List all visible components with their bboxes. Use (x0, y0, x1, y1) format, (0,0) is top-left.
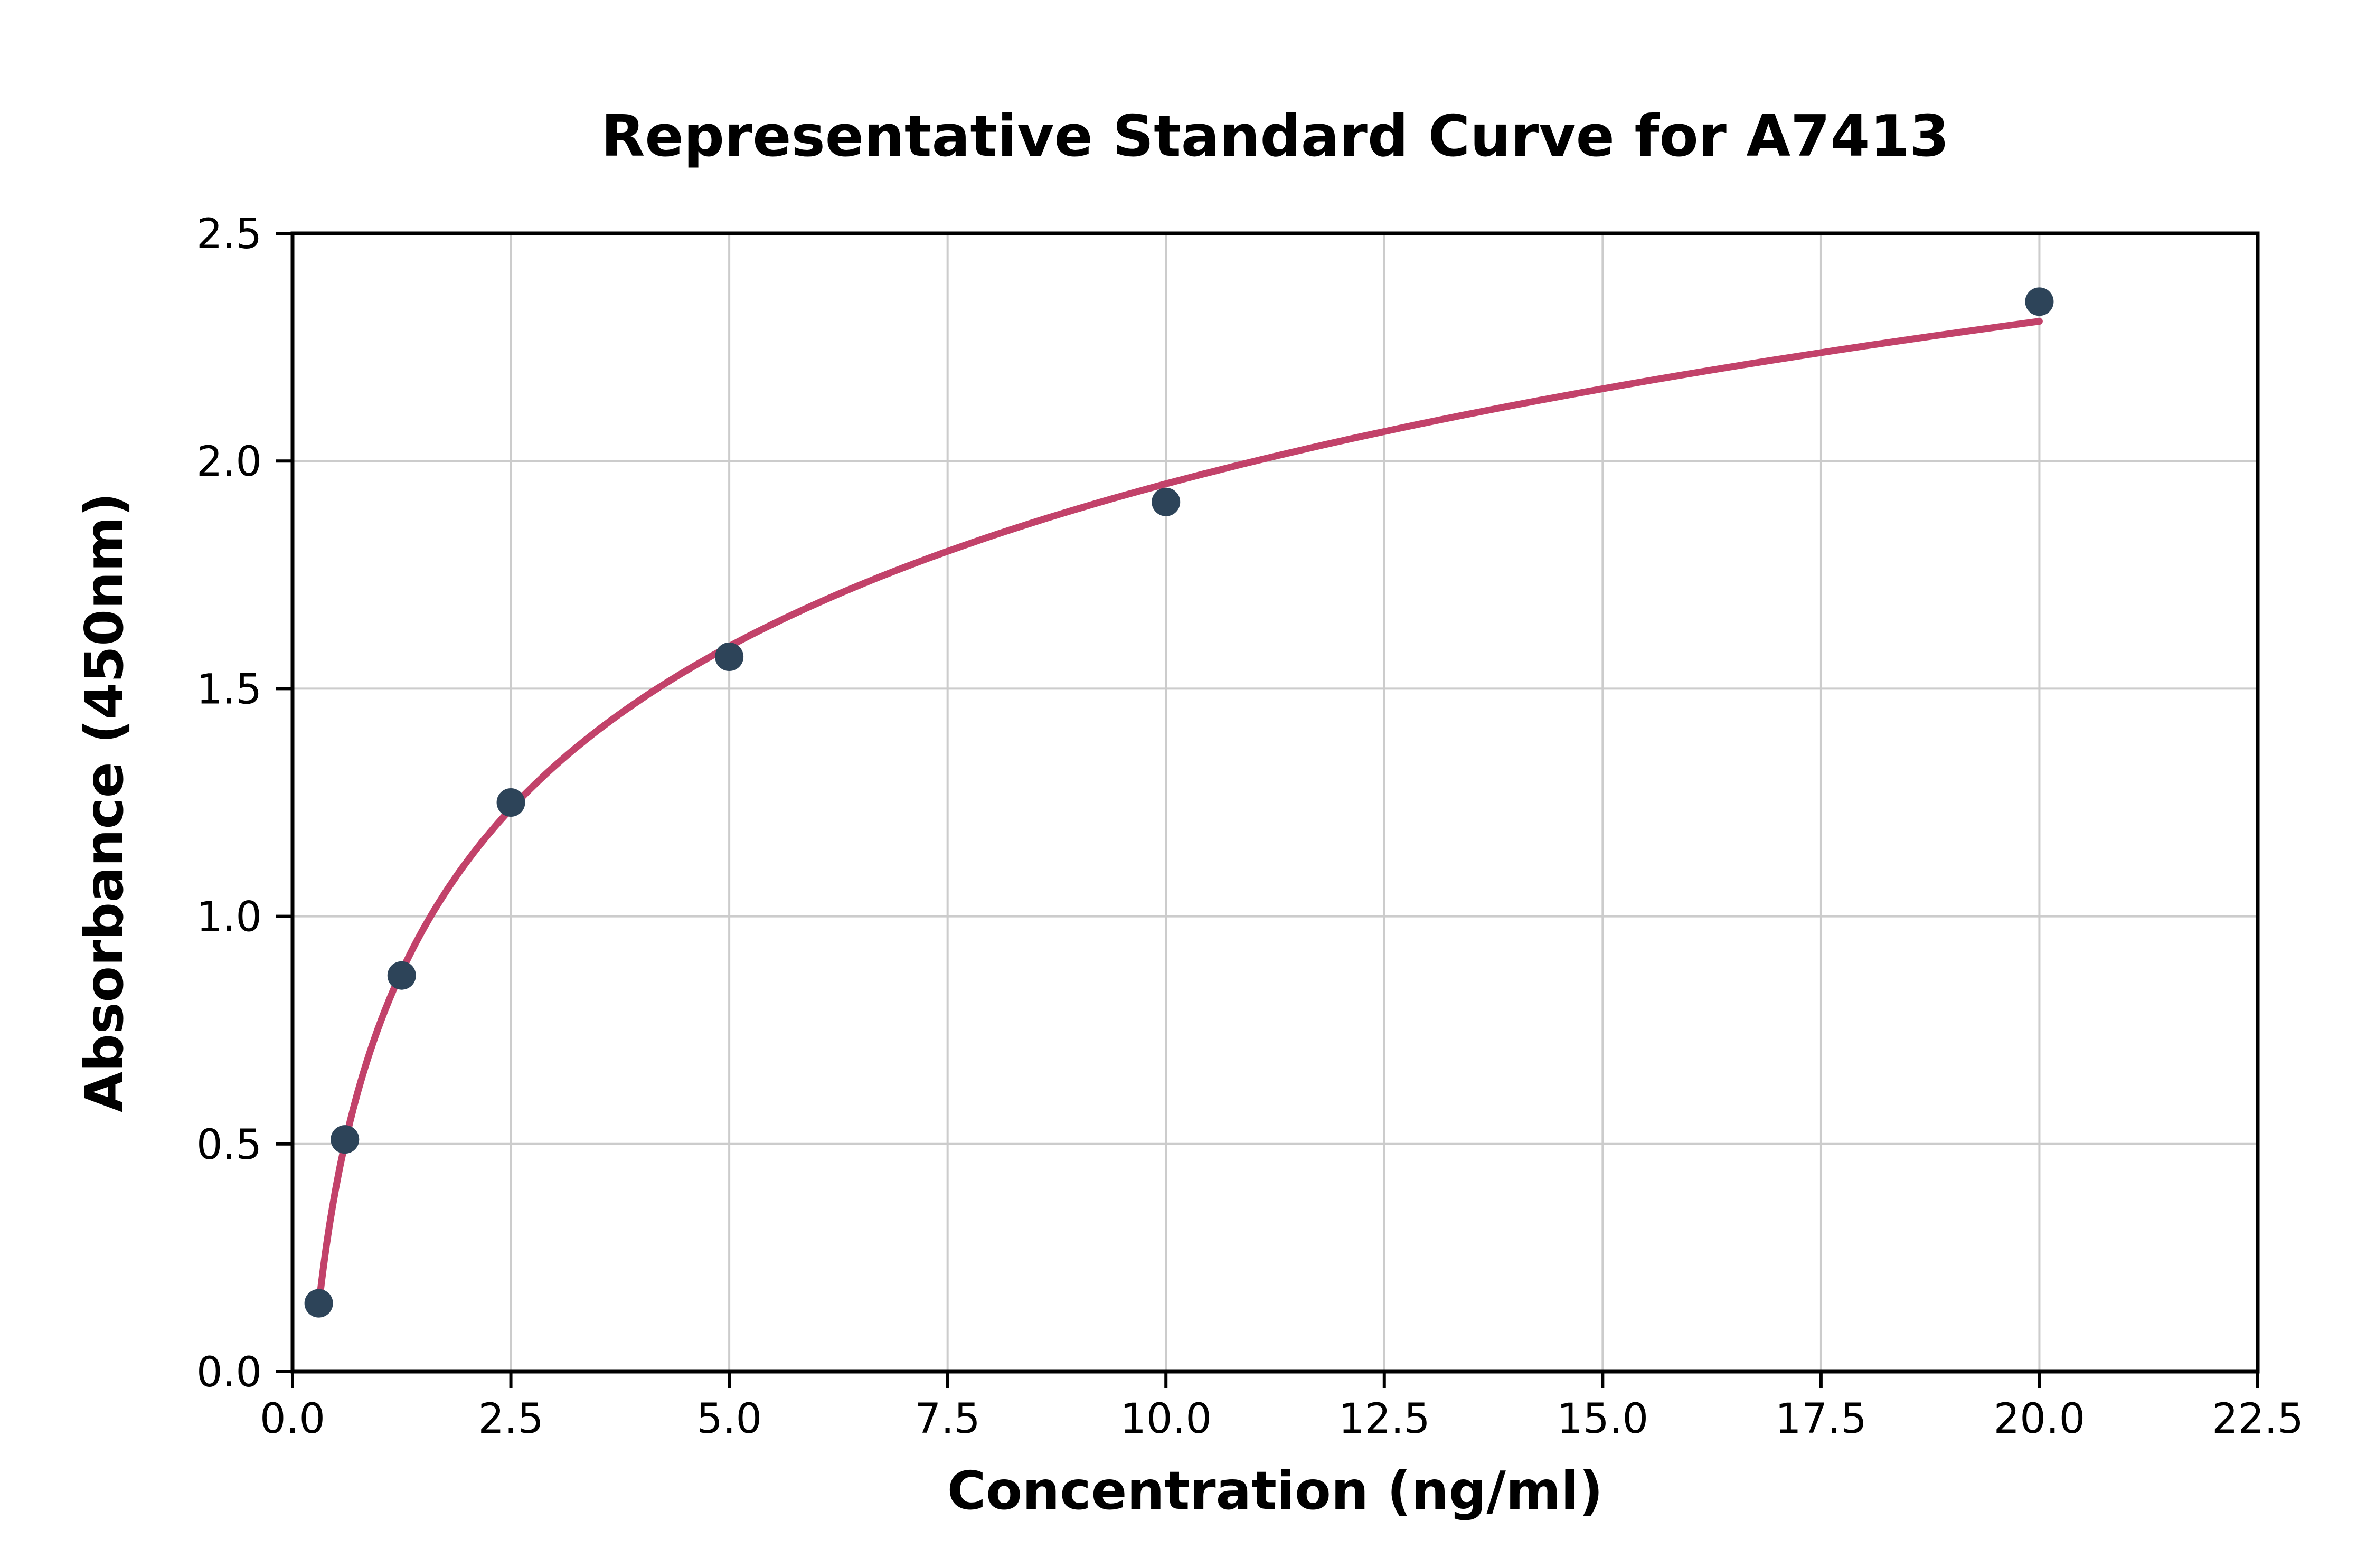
data-point (304, 1289, 333, 1318)
y-tick-label: 0.5 (196, 1121, 262, 1169)
data-point (1152, 487, 1181, 516)
plot-border (290, 231, 2260, 1374)
y-tick-label: 1.0 (196, 894, 262, 941)
data-point (2025, 287, 2054, 316)
y-tick-label: 1.5 (196, 666, 262, 713)
x-tick-label: 5.0 (696, 1395, 762, 1443)
fit-curve (315, 318, 2043, 1310)
chart-title: Representative Standard Curve for A7413 (601, 103, 1949, 169)
y-tick-label: 2.5 (196, 211, 262, 258)
data-points (304, 287, 2054, 1318)
x-tick-label: 15.0 (1557, 1395, 1648, 1443)
data-point (496, 788, 525, 817)
data-point (331, 1125, 360, 1154)
data-point (387, 961, 416, 990)
x-tick-label: 12.5 (1338, 1395, 1430, 1443)
plot-area: 0.0 2.5 5.0 7.5 10.0 12.5 15.0 17.5 20.0 22.5 0.0 0… (196, 211, 2304, 1443)
x-tick-label: 7.5 (915, 1395, 980, 1443)
y-axis-label: Absorbance (450nm) (73, 493, 135, 1112)
x-tick-label: 17.5 (1775, 1395, 1867, 1443)
x-tick-label: 20.0 (1994, 1395, 2086, 1443)
x-tick-label: 10.0 (1120, 1395, 1212, 1443)
x-tick-label: 2.5 (478, 1395, 544, 1443)
axis-ticks: 0.0 2.5 5.0 7.5 10.0 12.5 15.0 17.5 20.0 22.5 0.0 0… (196, 211, 2304, 1443)
x-axis-label: Concentration (ng/ml) (947, 1460, 1603, 1522)
data-point (715, 643, 744, 672)
y-tick-label: 2.0 (196, 438, 262, 486)
x-tick-label: 22.5 (2212, 1395, 2304, 1443)
gridlines (291, 232, 2259, 1373)
x-tick-label: 0.0 (260, 1395, 325, 1443)
y-tick-label: 0.0 (196, 1349, 262, 1396)
